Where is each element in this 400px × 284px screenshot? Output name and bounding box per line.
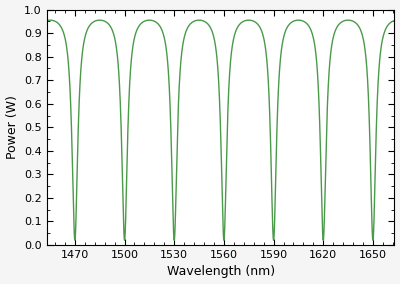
- Y-axis label: Power (W): Power (W): [6, 95, 18, 159]
- X-axis label: Wavelength (nm): Wavelength (nm): [166, 266, 275, 278]
